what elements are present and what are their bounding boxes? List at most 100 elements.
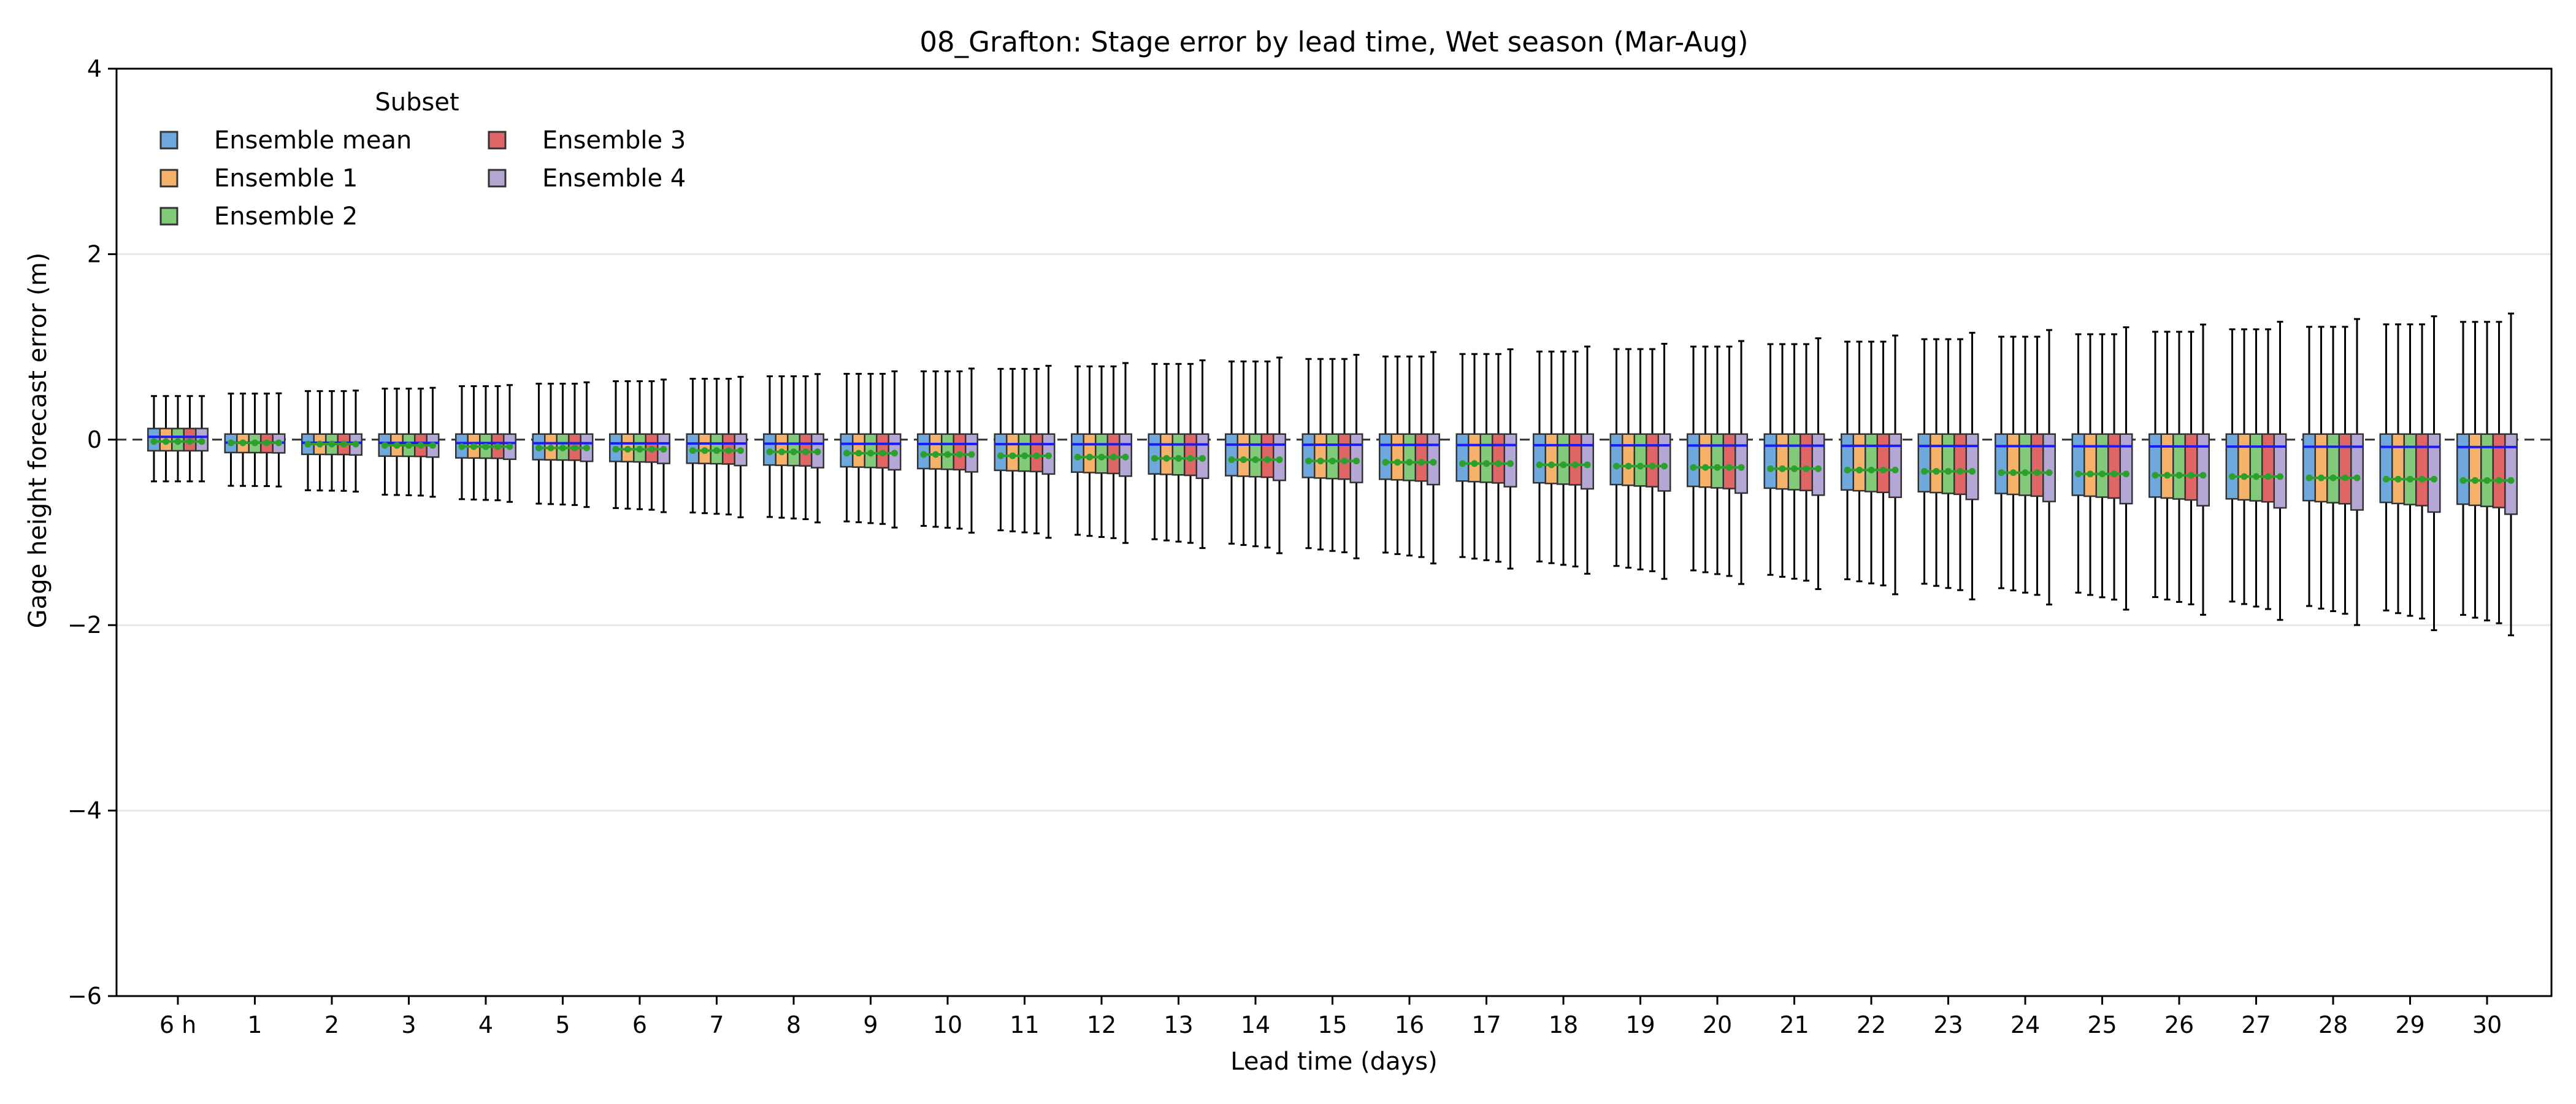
box-ensemble-mean — [1071, 365, 1084, 536]
box-ensemble-3 — [2184, 331, 2198, 605]
mean-marker — [470, 443, 477, 450]
box-iqr — [2427, 433, 2441, 513]
box-iqr — [2095, 433, 2109, 498]
mean-marker — [814, 448, 821, 456]
mean-marker — [1726, 464, 1733, 471]
box-iqr — [1403, 433, 1416, 481]
box-ensemble-4 — [1041, 364, 1056, 539]
mean-marker — [1163, 454, 1170, 462]
mean-marker — [1702, 464, 1709, 471]
box-iqr — [1095, 433, 1108, 474]
x-tick-label: 9 — [863, 1011, 878, 1038]
mean-marker — [1033, 452, 1040, 459]
mean-marker — [1507, 460, 1514, 467]
x-tick-label: 21 — [1779, 1011, 1809, 1038]
box-iqr — [1379, 433, 1392, 480]
mean-marker — [1844, 466, 1851, 473]
box-iqr — [1735, 433, 1748, 494]
box-iqr — [2504, 433, 2518, 515]
legend-swatch — [488, 131, 507, 150]
box-ensemble-3 — [1800, 343, 1813, 582]
legend-item: Ensemble 1 — [159, 164, 358, 193]
box-ensemble-4 — [2504, 312, 2518, 637]
mean-marker — [701, 447, 708, 454]
box-iqr — [2273, 433, 2287, 509]
mean-marker — [228, 439, 234, 447]
box-iqr — [2480, 433, 2494, 507]
box-iqr — [1260, 433, 1275, 478]
box-iqr — [1171, 433, 1186, 476]
box-iqr — [1763, 433, 1777, 489]
box-ensemble-2 — [2172, 331, 2186, 603]
mean-marker — [429, 442, 436, 449]
box-iqr — [2237, 433, 2251, 501]
box-iqr — [1657, 433, 1671, 492]
box-iqr — [1698, 433, 1712, 488]
box-ensemble-2 — [1787, 343, 1801, 580]
legend-swatch — [159, 207, 178, 226]
x-tick-label: 10 — [933, 1011, 962, 1038]
mean-marker — [1329, 458, 1336, 465]
mean-marker — [737, 447, 744, 454]
mean-marker — [2394, 475, 2402, 483]
box-iqr — [1965, 433, 1979, 500]
mean-marker — [2087, 470, 2094, 478]
box-ensemble-4 — [503, 384, 516, 503]
box-iqr — [2379, 433, 2393, 504]
mean-marker — [405, 442, 412, 449]
box-iqr — [2030, 433, 2044, 497]
x-tick-label: 6 h — [159, 1011, 196, 1038]
box-iqr — [1468, 433, 1481, 483]
legend-label: Ensemble mean — [214, 126, 412, 155]
box-iqr — [2119, 433, 2133, 505]
box-ensemble-1 — [929, 370, 943, 528]
y-axis: −6 −4 −2 0 2 4 — [67, 55, 117, 1010]
mean-marker — [304, 440, 312, 448]
legend-label: Ensemble 2 — [214, 202, 358, 231]
box-ensemble-4 — [2119, 326, 2133, 611]
mean-marker — [932, 451, 939, 458]
mean-marker — [713, 447, 720, 454]
box-ensemble-3 — [2415, 323, 2429, 619]
box-ensemble-3 — [2338, 326, 2352, 615]
mean-marker — [1471, 460, 1478, 467]
mean-marker — [393, 442, 401, 449]
mean-marker — [1969, 468, 1976, 475]
box-ensemble-mean — [1609, 348, 1623, 567]
mean-marker — [1430, 459, 1437, 466]
mean-marker — [855, 450, 862, 457]
mean-marker — [1767, 465, 1774, 472]
mean-marker — [1738, 464, 1745, 471]
box-ensemble-mean — [2302, 326, 2316, 607]
mean-marker — [275, 439, 282, 447]
box-ensemble-2 — [1865, 340, 1878, 585]
mean-marker — [956, 451, 963, 458]
box-ensemble-4 — [1503, 348, 1517, 570]
box-iqr — [1811, 433, 1825, 496]
box-iqr — [1184, 433, 1197, 477]
mean-marker — [174, 438, 182, 445]
box-iqr — [1622, 433, 1635, 486]
mean-marker — [482, 443, 489, 450]
mean-marker — [1394, 459, 1401, 466]
mean-marker — [494, 443, 501, 450]
box-iqr — [1160, 433, 1173, 475]
box-iqr — [2196, 433, 2210, 507]
box-ensemble-mean — [1148, 362, 1162, 540]
y-tick-label: 2 — [87, 240, 102, 267]
plot-frame — [115, 67, 2553, 997]
box-ensemble-4 — [1811, 337, 1825, 591]
x-tick-label: 8 — [786, 1011, 801, 1038]
box-ensemble-3 — [1568, 350, 1582, 568]
mean-marker — [1933, 468, 1940, 475]
box-iqr — [2107, 433, 2121, 499]
x-tick-label: 22 — [1857, 1011, 1886, 1038]
mean-marker — [1252, 456, 1259, 463]
box-ensemble-3 — [1260, 360, 1275, 549]
box-ensemble-mean — [1841, 340, 1854, 581]
box-ensemble-1 — [1698, 345, 1712, 573]
box-ensemble-4 — [1657, 343, 1671, 580]
mean-marker — [1714, 464, 1721, 471]
box-ensemble-3 — [1722, 345, 1736, 577]
